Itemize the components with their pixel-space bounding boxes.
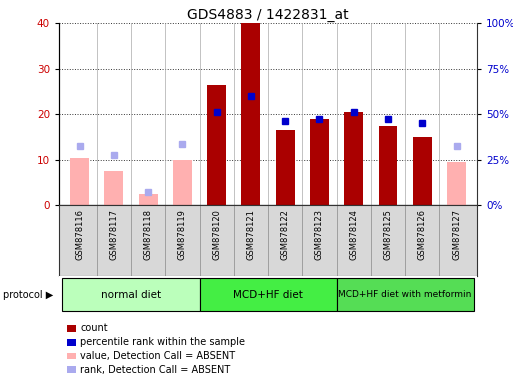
Text: MCD+HF diet with metformin: MCD+HF diet with metformin [339,290,472,299]
Bar [63,278,200,311]
Bar [173,160,192,205]
Text: GSM878118: GSM878118 [144,209,152,260]
Text: GSM878119: GSM878119 [178,209,187,260]
Text: GSM878126: GSM878126 [418,209,427,260]
Bar [379,126,398,205]
Bar [337,278,473,311]
Text: percentile rank within the sample: percentile rank within the sample [80,337,245,347]
Text: GSM878116: GSM878116 [75,209,84,260]
Text: GSM878123: GSM878123 [315,209,324,260]
Bar [413,137,431,205]
Bar [242,23,260,205]
Text: GSM878125: GSM878125 [384,209,392,260]
Text: GSM878121: GSM878121 [246,209,255,260]
Text: GSM878127: GSM878127 [452,209,461,260]
Bar [310,119,329,205]
Bar [344,112,363,205]
Text: GSM878117: GSM878117 [109,209,119,260]
Text: GSM878122: GSM878122 [281,209,290,260]
Bar [276,130,294,205]
Bar [105,171,123,205]
Title: GDS4883 / 1422831_at: GDS4883 / 1422831_at [187,8,349,22]
Text: MCD+HF diet: MCD+HF diet [233,290,303,300]
Bar [447,162,466,205]
Text: GSM878124: GSM878124 [349,209,358,260]
Bar [139,194,157,205]
Text: value, Detection Call = ABSENT: value, Detection Call = ABSENT [80,351,235,361]
Bar [200,278,337,311]
Bar [207,84,226,205]
Text: count: count [80,323,108,333]
Text: rank, Detection Call = ABSENT: rank, Detection Call = ABSENT [80,365,230,375]
Text: normal diet: normal diet [101,290,161,300]
Bar [70,157,89,205]
Text: GSM878120: GSM878120 [212,209,221,260]
Text: protocol ▶: protocol ▶ [3,290,53,300]
